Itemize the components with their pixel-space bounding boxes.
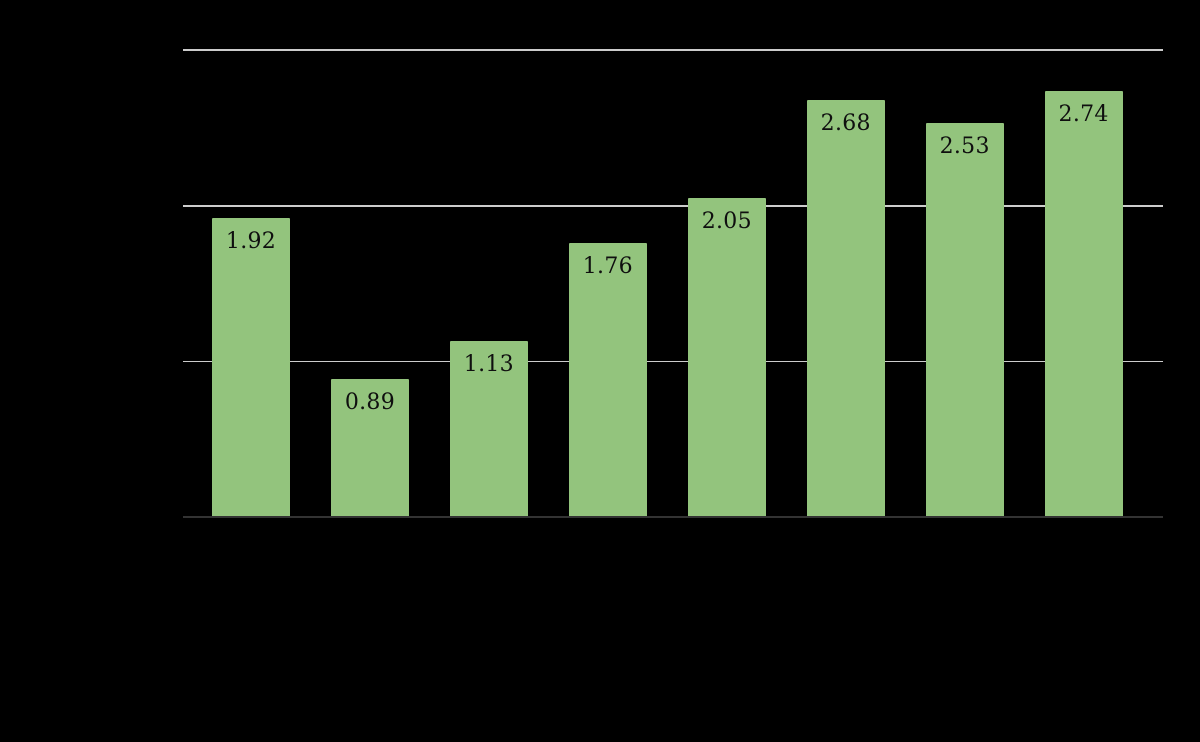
bar: 0.89 <box>330 378 409 517</box>
bar: 2.53 <box>925 123 1004 517</box>
bar: 1.76 <box>568 243 647 517</box>
bar-value-label: 1.76 <box>582 254 633 280</box>
bar: 2.74 <box>1044 90 1123 517</box>
bar: 1.13 <box>449 341 528 517</box>
bar-value-label: 1.13 <box>463 352 514 378</box>
bar: 2.05 <box>687 198 766 517</box>
y-gridline <box>183 49 1163 51</box>
bar: 2.68 <box>806 99 885 517</box>
bar-value-label: 0.89 <box>344 389 396 415</box>
bar-value-label: 2.53 <box>939 134 990 160</box>
y-gridline <box>183 205 1163 207</box>
bar: 1.92 <box>212 218 290 517</box>
x-axis-line <box>183 515 1163 518</box>
bar-value-label: 1.92 <box>225 229 277 255</box>
bar-value-label: 2.05 <box>701 209 752 235</box>
bar-value-label: 2.74 <box>1058 101 1109 127</box>
y-gridline <box>183 360 1163 363</box>
bar-value-label: 2.68 <box>820 110 871 136</box>
